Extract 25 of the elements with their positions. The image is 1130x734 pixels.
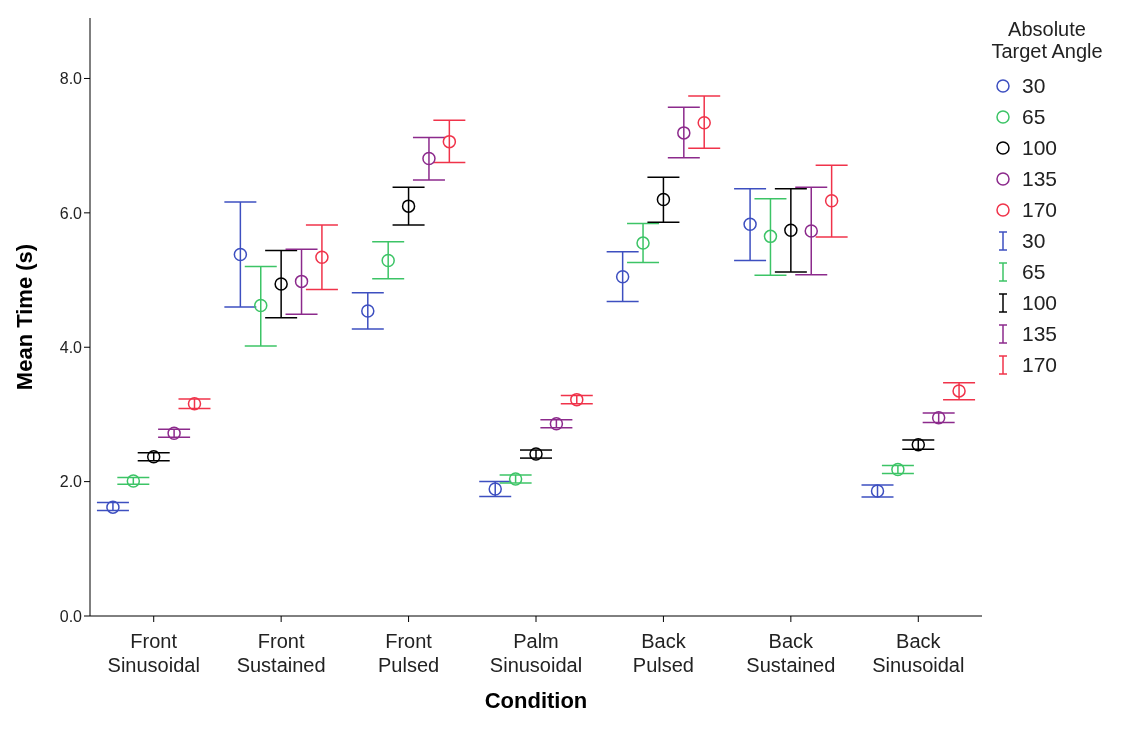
x-tick-label: Back Sinusoidal — [872, 630, 965, 676]
text: 135 — [1022, 321, 1058, 345]
y-axis-title: Mean Time (s) — [11, 243, 37, 391]
x-tick-label: Palm Sinusoidal — [489, 630, 583, 676]
legend-label: 30 — [1022, 228, 1046, 253]
y-tick-label: 6.0 — [59, 204, 83, 222]
legend-label: 170 — [1022, 197, 1058, 222]
x-tick-label: Back Pulsed — [632, 630, 695, 676]
text: 30 — [1022, 73, 1046, 97]
x-tick-label: Front Pulsed — [377, 630, 440, 676]
y-tick-label: 4.0 — [59, 338, 83, 356]
x-tick-label: Front Sinusoidal — [107, 630, 200, 676]
y-tick-label: 8.0 — [59, 70, 83, 88]
legend-label: 135 — [1022, 166, 1058, 191]
y-tick-label: 0.0 — [59, 607, 83, 625]
x-tick-label: Front Sustained — [236, 630, 326, 676]
legend-title: Absolute Target Angle — [990, 18, 1104, 62]
y-tick-label: 2.0 — [59, 473, 83, 491]
x-tick-label: Back Sustained — [746, 630, 836, 676]
text: 65 — [1022, 104, 1046, 128]
legend-label: 100 — [1022, 290, 1058, 315]
text: 100 — [1022, 135, 1058, 159]
legend-label: 65 — [1022, 259, 1046, 284]
text: 170 — [1022, 352, 1058, 376]
x-axis-title: Condition — [484, 688, 588, 713]
